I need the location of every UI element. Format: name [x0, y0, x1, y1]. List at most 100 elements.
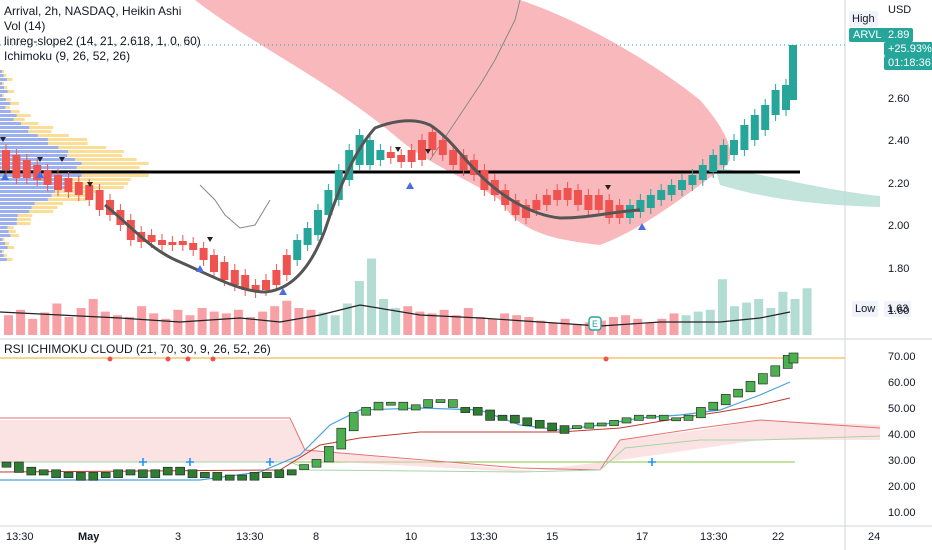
volume-profile-bar: [31, 206, 58, 209]
volume-bar: [294, 308, 304, 335]
price-candle: [657, 190, 666, 200]
volume-bar: [548, 322, 558, 335]
rsi-candle: [113, 469, 123, 478]
volume-profile-bar: [0, 154, 68, 157]
volume-profile-bar: [0, 206, 32, 209]
volume-profile-bar: [28, 130, 52, 133]
rsi-overbought-dot: [107, 356, 113, 362]
rsi-candle: [696, 407, 706, 419]
rsi-candle: [510, 414, 520, 424]
price-candle: [376, 150, 385, 160]
volume-profile-bar: [0, 138, 48, 141]
rsi-candle: [324, 446, 334, 463]
volume-bar: [766, 308, 776, 335]
volume-profile-bar: [6, 78, 13, 81]
price-candle: [220, 262, 229, 280]
price-candle: [158, 240, 166, 245]
price-candle: [594, 195, 603, 210]
legend-title[interactable]: Arrival, 2h, NASDAQ, Heikin Ashi: [4, 4, 182, 18]
volume-profile-bar: [7, 226, 14, 229]
volume-profile-bar: [0, 130, 29, 133]
volume-bar: [415, 311, 425, 335]
rsi-kijun: [0, 397, 791, 473]
rsi-candle: [212, 472, 223, 481]
volume-profile-bar: [0, 106, 6, 109]
price-candle: [532, 200, 541, 210]
rsi-candle: [572, 425, 582, 429]
rsi-candle: [398, 401, 409, 411]
volume-bar: [621, 315, 631, 335]
volume-bar: [754, 299, 764, 335]
volume-bar: [306, 309, 316, 335]
volume-bar: [233, 309, 243, 335]
volume-profile-bar: [3, 254, 7, 257]
price-candle: [303, 228, 312, 245]
rsi-candle: [162, 466, 173, 476]
currency-label[interactable]: USD: [888, 4, 912, 16]
rsi-candle: [460, 407, 471, 413]
rsi-candle: [100, 472, 111, 478]
volume-profile-bar: [0, 254, 4, 257]
price-candle: [95, 190, 104, 210]
rsi-candle: [361, 407, 371, 416]
rsi-candle: [286, 469, 297, 476]
volume-bar: [669, 313, 679, 335]
ichimoku-cloud-bullish: [715, 168, 880, 207]
volume-bar: [64, 317, 74, 335]
time-tick-label: 10: [405, 531, 418, 543]
price-candle: [574, 190, 582, 205]
buy-signal-marker: [279, 288, 287, 295]
price-candle: [698, 165, 707, 180]
rsi-candle: [224, 474, 235, 481]
legend-vol[interactable]: Vol (14): [4, 19, 46, 33]
rsi-candle: [138, 469, 148, 478]
rsi-candle: [386, 401, 396, 406]
volume-bar: [100, 311, 110, 335]
price-tick-label: 2.00: [888, 220, 910, 232]
rsi-candle: [311, 459, 322, 468]
buy-signal-marker: [406, 182, 414, 189]
volume-bar: [790, 299, 800, 335]
volume-profile-bar: [0, 250, 3, 253]
low-value-tag: 1.63: [884, 301, 912, 317]
volume-profile-bar: [0, 114, 17, 117]
volume-bar: [330, 315, 340, 335]
rsi-cross-marker: [648, 458, 656, 466]
volume-profile-bar: [71, 178, 131, 181]
price-candle: [584, 195, 593, 210]
price-candle: [782, 85, 790, 110]
volume-profile-bar: [4, 86, 8, 89]
volume-profile-bar: [0, 102, 11, 105]
legend-rsi-ichimoku[interactable]: RSI ICHIMOKU CLOUD (21, 70, 30, 9, 26, 5…: [4, 342, 271, 356]
time-tick-label: 13:30: [470, 531, 498, 543]
sell-signal-marker: [37, 157, 43, 162]
price-candle: [428, 132, 437, 150]
volume-profile-bar: [0, 74, 4, 77]
legend-linreg[interactable]: linreg-slope2 (14, 21, 2.618, 1, 0, 60): [4, 34, 201, 48]
volume-profile-bar: [0, 182, 71, 185]
legend-ichimoku[interactable]: Ichimoku (9, 26, 52, 26): [4, 49, 131, 63]
time-tick-label: 13:30: [236, 531, 264, 543]
rsi-candle: [26, 466, 37, 476]
rsi-candle: [423, 399, 433, 408]
volume-profile-bar: [0, 186, 69, 189]
price-candle: [230, 270, 239, 285]
volume-profile-bar: [13, 118, 25, 121]
volume-profile-bar: [34, 202, 63, 205]
volume-bar: [52, 303, 62, 335]
volume-profile-bar: [0, 98, 6, 101]
volume-profile-bar: [47, 198, 88, 201]
rsi-candle: [708, 401, 719, 411]
countdown-badge: 01:18:36: [884, 56, 932, 70]
time-tick-label: 17: [636, 531, 649, 543]
price-candle: [397, 155, 406, 162]
volume-profile-bar: [2, 238, 5, 241]
volume-bar: [717, 279, 727, 335]
volume-bar: [28, 318, 38, 335]
price-candle: [33, 165, 42, 180]
volume-profile-bar: [76, 166, 140, 169]
volume-profile-bar: [16, 218, 31, 221]
kijun-line: [199, 184, 271, 229]
